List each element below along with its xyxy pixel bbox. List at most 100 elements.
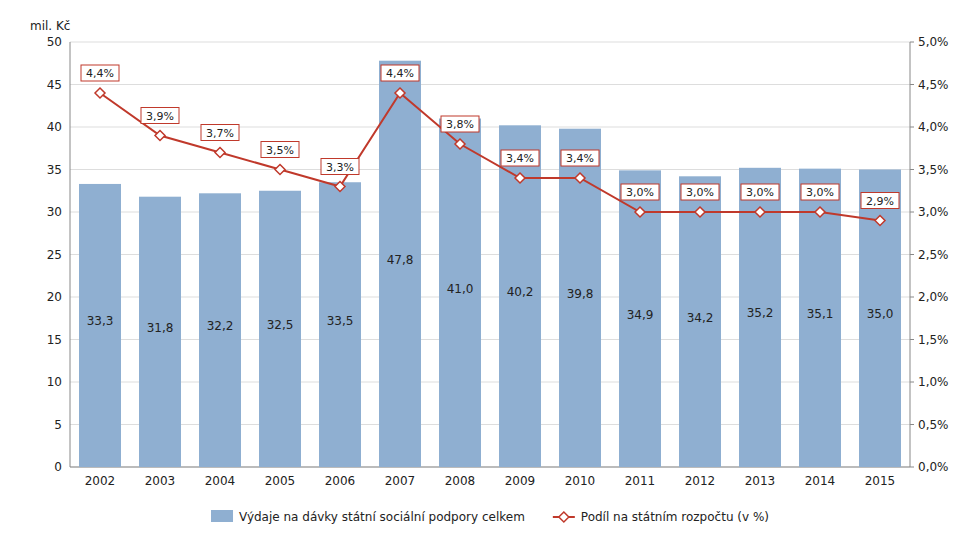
grid-line	[70, 382, 910, 383]
y2-tick	[910, 169, 914, 170]
x-tick-label: 2005	[265, 474, 296, 488]
line-label-box	[261, 142, 299, 158]
y2-tick-label: 4,5%	[918, 78, 949, 92]
y2-tick-label: 3,5%	[918, 163, 949, 177]
line-label-text: 4,4%	[386, 67, 414, 80]
grid-line	[70, 424, 910, 425]
line-label-box	[561, 150, 599, 166]
line-label-text: 3,9%	[146, 110, 174, 123]
y2-tick-label: 0,5%	[918, 418, 949, 432]
legend-marker	[559, 512, 569, 522]
x-tick-label: 2010	[565, 474, 596, 488]
chart: 051015202530354045500,0%0,5%1,0%1,5%2,0%…	[0, 0, 980, 549]
y-tick-label: 45	[47, 78, 62, 92]
line-label-text: 3,0%	[626, 186, 654, 199]
legend-swatch	[211, 510, 233, 522]
line-label: 3,0%	[621, 184, 659, 200]
y2-tick-label: 5,0%	[918, 35, 949, 49]
grid-line	[70, 467, 910, 468]
line-label-box	[381, 65, 419, 81]
bar-label: 32,2	[207, 319, 234, 333]
bar	[79, 184, 121, 467]
y2-tick-label: 1,0%	[918, 375, 949, 389]
y-tick-label: 40	[47, 120, 62, 134]
marker	[155, 131, 165, 141]
line-label-box	[441, 116, 479, 132]
bar	[259, 191, 301, 467]
x-tick-label: 2008	[445, 474, 476, 488]
line-label: 3,4%	[501, 150, 539, 166]
line-label: 3,9%	[141, 108, 179, 124]
bar-label: 31,8	[147, 321, 174, 335]
bar	[139, 197, 181, 467]
y-tick-label: 0	[54, 460, 62, 474]
bar-label: 33,3	[87, 314, 114, 328]
x-tick-label: 2012	[685, 474, 716, 488]
bar	[319, 182, 361, 467]
line-label-text: 3,4%	[566, 152, 594, 165]
line-label: 4,4%	[81, 65, 119, 81]
line-label: 3,0%	[741, 184, 779, 200]
x-axis-line	[70, 467, 910, 468]
line-label-text: 2,9%	[866, 195, 894, 208]
x-tick-label: 2013	[745, 474, 776, 488]
bar-label: 35,1	[807, 307, 834, 321]
y2-tick-label: 4,0%	[918, 120, 949, 134]
y-tick-label: 15	[47, 333, 62, 347]
y2-tick	[910, 212, 914, 213]
line-label-text: 3,8%	[446, 118, 474, 131]
y2-tick	[910, 127, 914, 128]
line-label-box	[501, 150, 539, 166]
x-tick-label: 2014	[805, 474, 836, 488]
marker	[455, 139, 465, 149]
bar	[559, 129, 601, 467]
line-label-text: 3,4%	[506, 152, 534, 165]
bar-label: 34,9	[627, 308, 654, 322]
y2-axis-line	[910, 42, 911, 467]
data-labels: 33,331,832,232,533,547,841,040,239,834,9…	[81, 65, 899, 335]
bar-label: 35,0	[867, 307, 894, 321]
legend: Výdaje na dávky státní sociální podpory …	[211, 510, 769, 524]
bar-label: 32,5	[267, 318, 294, 332]
marker	[755, 207, 765, 217]
line-label-box	[801, 184, 839, 200]
line-label: 4,4%	[381, 65, 419, 81]
x-tick-label: 2002	[85, 474, 116, 488]
x-tick-label: 2011	[625, 474, 656, 488]
line-label: 2,9%	[861, 193, 899, 209]
line-label-box	[621, 184, 659, 200]
grid-line	[70, 169, 910, 170]
y2-tick-label: 2,5%	[918, 248, 949, 262]
bar-label: 34,2	[687, 311, 714, 325]
y-tick-label: 25	[47, 248, 62, 262]
bar-label: 47,8	[387, 253, 414, 267]
y2-tick-label: 2,0%	[918, 290, 949, 304]
bar	[439, 119, 481, 468]
y2-tick	[910, 254, 914, 255]
line-label-box	[321, 159, 359, 175]
bar	[859, 170, 901, 468]
marker	[395, 88, 405, 98]
y2-tick	[910, 297, 914, 298]
bar	[379, 61, 421, 467]
line-label: 3,8%	[441, 116, 479, 132]
marker	[335, 182, 345, 192]
marker	[515, 173, 525, 183]
grid-line	[70, 254, 910, 255]
y2-tick	[910, 467, 914, 468]
marker	[575, 173, 585, 183]
line-label-text: 3,3%	[326, 161, 354, 174]
bar	[499, 125, 541, 467]
plot-area	[79, 61, 901, 467]
legend-label: Výdaje na dávky státní sociální podpory …	[239, 510, 525, 524]
x-tick-label: 2009	[505, 474, 536, 488]
line-label: 3,5%	[261, 142, 299, 158]
line-label: 3,0%	[681, 184, 719, 200]
marker	[875, 216, 885, 226]
y-tick-label: 20	[47, 290, 62, 304]
bar	[619, 170, 661, 467]
marker	[695, 207, 705, 217]
line-label-box	[81, 65, 119, 81]
legend-label: Podíl na státním rozpočtu (v %)	[581, 510, 769, 524]
line-label-text: 3,7%	[206, 127, 234, 140]
